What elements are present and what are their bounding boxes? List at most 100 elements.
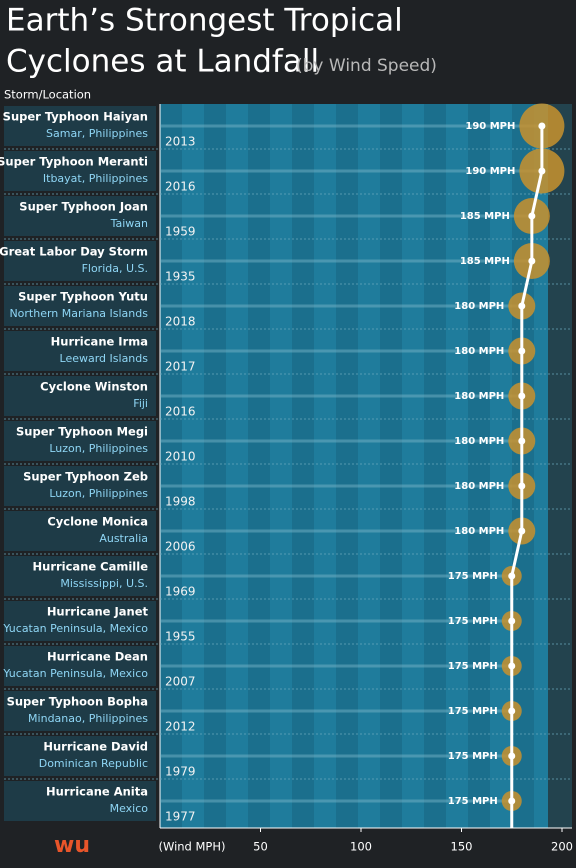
storm-location: Itbayat, Philippines xyxy=(43,172,148,185)
storm-location: Fiji xyxy=(133,397,148,410)
year: 1935 xyxy=(165,270,196,284)
storm-location: Mississippi, U.S. xyxy=(60,577,148,590)
year: 1979 xyxy=(165,765,196,779)
point xyxy=(518,527,526,535)
chart-title: Cyclones at Landfall xyxy=(6,44,319,80)
plot: 50 100 150 200 Super Typhoon Haiyan Samar, Ph… xyxy=(0,103,573,854)
storm-location: Luzon, Philippines xyxy=(49,487,148,500)
storm-location: Yucatan Peninsula, Mexico xyxy=(2,622,148,635)
storm-name: Hurricane Dean xyxy=(47,650,148,664)
year: 2013 xyxy=(165,135,196,149)
point xyxy=(538,122,546,130)
stripe xyxy=(358,104,380,828)
stripe xyxy=(182,104,204,828)
storm-name: Great Labor Day Storm xyxy=(0,245,148,259)
row-label-box xyxy=(4,376,156,416)
stripe-end xyxy=(548,104,572,828)
value-label: 175 MPH xyxy=(448,706,498,717)
storm-name: Super Typhoon Bopha xyxy=(7,695,148,709)
year: 2018 xyxy=(165,315,196,329)
value-label: 175 MPH xyxy=(448,571,498,582)
value-label: 180 MPH xyxy=(454,436,504,447)
x-tick-label: 200 xyxy=(551,840,573,854)
storm-name: Super Typhoon Megi xyxy=(16,425,148,439)
storm-location: Northern Mariana Islands xyxy=(9,307,148,320)
storm-name: Hurricane Janet xyxy=(47,605,149,619)
storm-location: Mindanao, Philippines xyxy=(28,712,148,725)
storm-location: Luzon, Philippines xyxy=(49,442,148,455)
value-label: 180 MPH xyxy=(454,481,504,492)
stripe xyxy=(226,104,248,828)
stripe xyxy=(314,104,336,828)
value-label: 175 MPH xyxy=(448,796,498,807)
row-label-box xyxy=(4,736,156,776)
x-tick-label: 150 xyxy=(451,840,473,854)
year: 2017 xyxy=(165,360,196,374)
year: 2016 xyxy=(165,180,196,194)
row-label-box xyxy=(4,691,156,731)
row-label-box xyxy=(4,151,156,191)
point xyxy=(518,347,526,355)
point xyxy=(528,212,536,220)
storm-location: Leeward Islands xyxy=(60,352,149,365)
year: 1998 xyxy=(165,495,196,509)
year: 1977 xyxy=(165,810,196,824)
point xyxy=(538,167,546,175)
year: 2006 xyxy=(165,540,196,554)
storm-name: Super Typhoon Yutu xyxy=(18,290,148,304)
storm-name: Hurricane Irma xyxy=(51,335,148,349)
row-label-box xyxy=(4,466,156,506)
point xyxy=(518,302,526,310)
x-tick-label: 50 xyxy=(253,840,268,854)
stripe xyxy=(490,104,512,828)
storm-location: Samar, Philippines xyxy=(46,127,148,140)
value-label: 175 MPH xyxy=(448,616,498,627)
value-label: 175 MPH xyxy=(448,751,498,762)
point xyxy=(508,797,516,805)
stripe xyxy=(402,104,424,828)
chart-title: Earth’s Strongest Tropical xyxy=(6,3,403,39)
storm-location: Australia xyxy=(99,532,148,545)
point xyxy=(508,752,516,760)
row-label-box xyxy=(4,511,156,551)
point xyxy=(518,392,526,400)
value-label: 175 MPH xyxy=(448,661,498,672)
row-label-box xyxy=(4,781,156,821)
point xyxy=(518,482,526,490)
stripe xyxy=(446,104,468,828)
storm-name: Super Typhoon Zeb xyxy=(23,470,148,484)
row-label-box xyxy=(4,241,156,281)
value-label: 180 MPH xyxy=(454,301,504,312)
year: 1969 xyxy=(165,585,196,599)
point xyxy=(518,437,526,445)
storm-location: Mexico xyxy=(110,802,149,815)
point xyxy=(508,617,516,625)
storm-location: Dominican Republic xyxy=(39,757,148,770)
value-label: 190 MPH xyxy=(465,121,515,132)
logo: wu xyxy=(54,833,90,858)
storm-name: Hurricane Anita xyxy=(46,785,148,799)
value-label: 190 MPH xyxy=(465,166,515,177)
storm-name: Super Typhoon Meranti xyxy=(0,155,148,169)
storm-name: Cyclone Winston xyxy=(40,380,148,394)
stripe xyxy=(270,104,292,828)
row-label-box xyxy=(4,286,156,326)
row-label-box xyxy=(4,646,156,686)
year: 2016 xyxy=(165,405,196,419)
year: 2012 xyxy=(165,720,196,734)
plot-background xyxy=(159,104,572,829)
row-label-box xyxy=(4,421,156,461)
row-label-box xyxy=(4,196,156,236)
storm-name: Hurricane David xyxy=(43,740,148,754)
year: 1959 xyxy=(165,225,196,239)
storm-location: Florida, U.S. xyxy=(82,262,148,275)
storm-name: Super Typhoon Joan xyxy=(19,200,148,214)
x-axis-label: (Wind MPH) xyxy=(158,840,225,854)
x-tick-label: 100 xyxy=(350,840,372,854)
value-label: 185 MPH xyxy=(460,256,510,267)
storm-name: Hurricane Camille xyxy=(33,560,149,574)
year: 1955 xyxy=(165,630,196,644)
row-label-box xyxy=(4,556,156,596)
value-label: 185 MPH xyxy=(460,211,510,222)
